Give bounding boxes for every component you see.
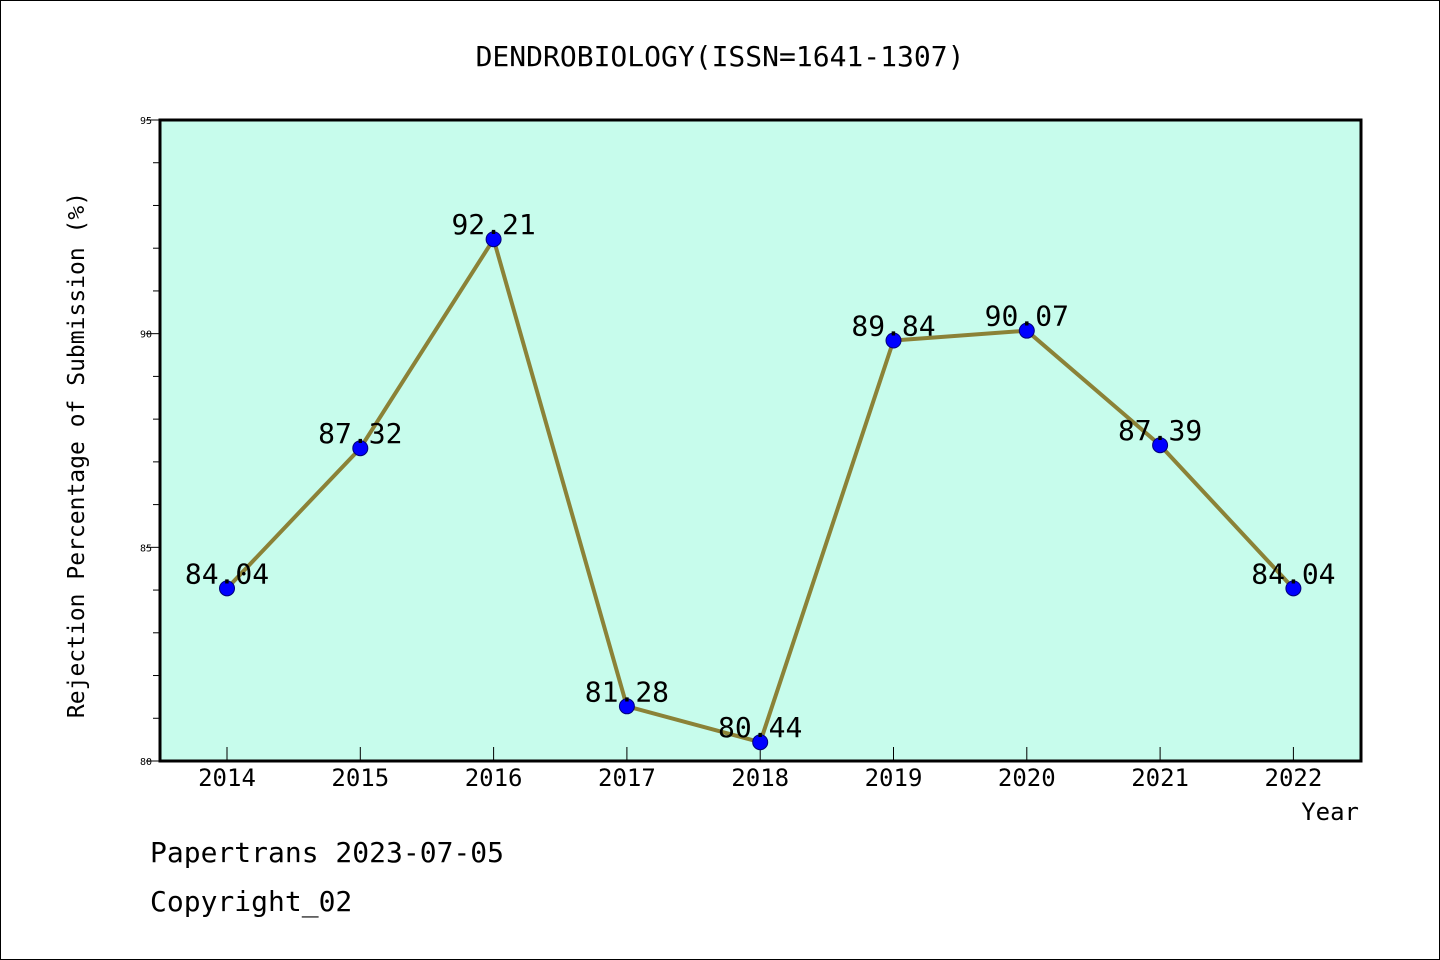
data-point (352, 440, 369, 457)
x-tick-label: 2017 (598, 764, 656, 792)
data-point (219, 580, 235, 597)
y-tick-label: 85 (140, 543, 152, 554)
data-point (1152, 437, 1169, 454)
data-point (485, 231, 502, 248)
x-tick-label: 2014 (198, 764, 256, 792)
data-label: 87.39 (1118, 414, 1202, 447)
x-tick-label: 2019 (865, 764, 923, 792)
y-tick-label: 90 (140, 330, 152, 341)
x-tick-label: 2016 (465, 764, 523, 792)
y-axis: 80 85 90 95 (140, 116, 160, 768)
data-label: 80.44 (718, 711, 802, 744)
data-point (885, 332, 902, 349)
y-tick-label: 80 (140, 757, 152, 768)
data-label: 84.04 (1251, 557, 1335, 590)
x-tick-label: 2020 (998, 764, 1056, 792)
data-point (618, 698, 635, 715)
y-axis-label: Rejection Percentage of Submission (%) (64, 192, 90, 718)
data-label: 84.04 (185, 557, 269, 590)
data-label: 81.28 (585, 675, 669, 708)
data-label: 89.84 (851, 310, 935, 343)
x-tick-label: 2021 (1131, 764, 1189, 792)
chart-title: DENDROBIOLOGY(ISSN=1641-1307) (476, 40, 965, 73)
footer-copyright: Copyright_02 (150, 885, 353, 918)
data-point (1285, 580, 1302, 597)
data-label: 87.32 (318, 417, 402, 450)
y-tick-label: 95 (140, 116, 152, 127)
x-axis-label: Year (1301, 798, 1359, 826)
x-tick-label: 2022 (1265, 764, 1323, 792)
x-axis: 2014 2015 2016 2017 2018 2019 2020 2021 2022 (198, 747, 1322, 792)
data-point (752, 734, 769, 751)
footer-source: Papertrans 2023-07-05 (150, 836, 505, 869)
series (219, 231, 1302, 751)
x-tick-label: 2018 (731, 764, 789, 792)
data-label: 90.07 (985, 300, 1069, 333)
data-point (1018, 322, 1035, 339)
x-tick-label: 2015 (331, 764, 389, 792)
data-labels: 84.04 87.32 92.21 81.28 80.44 89.84 90.07 87.39… (185, 208, 1336, 744)
data-label: 92.21 (451, 208, 535, 241)
